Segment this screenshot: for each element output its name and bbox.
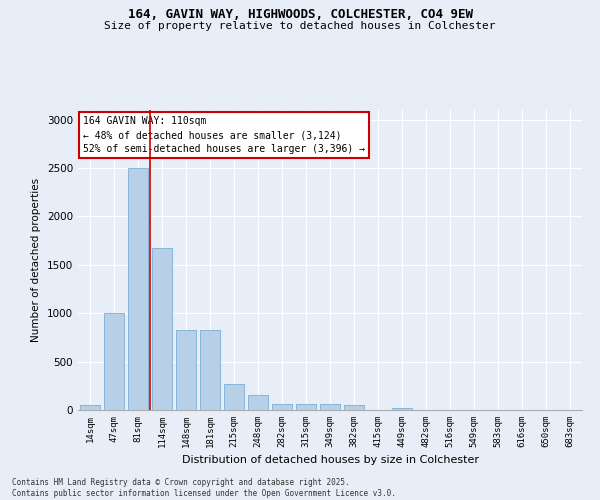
- Bar: [248, 395, 268, 410]
- Bar: [392, 408, 412, 410]
- Bar: [344, 405, 364, 410]
- Bar: [224, 384, 244, 410]
- Bar: [176, 330, 196, 410]
- Text: Contains HM Land Registry data © Crown copyright and database right 2025.
Contai: Contains HM Land Registry data © Crown c…: [12, 478, 396, 498]
- Text: 164 GAVIN WAY: 110sqm
← 48% of detached houses are smaller (3,124)
52% of semi-d: 164 GAVIN WAY: 110sqm ← 48% of detached …: [83, 116, 365, 154]
- Bar: [128, 168, 148, 410]
- Bar: [272, 404, 292, 410]
- Text: 164, GAVIN WAY, HIGHWOODS, COLCHESTER, CO4 9EW: 164, GAVIN WAY, HIGHWOODS, COLCHESTER, C…: [128, 8, 473, 20]
- Y-axis label: Number of detached properties: Number of detached properties: [31, 178, 41, 342]
- Bar: [320, 404, 340, 410]
- Bar: [296, 404, 316, 410]
- Text: Size of property relative to detached houses in Colchester: Size of property relative to detached ho…: [104, 21, 496, 31]
- Bar: [104, 313, 124, 410]
- Bar: [152, 248, 172, 410]
- X-axis label: Distribution of detached houses by size in Colchester: Distribution of detached houses by size …: [182, 456, 479, 466]
- Bar: [80, 404, 100, 410]
- Bar: [200, 330, 220, 410]
